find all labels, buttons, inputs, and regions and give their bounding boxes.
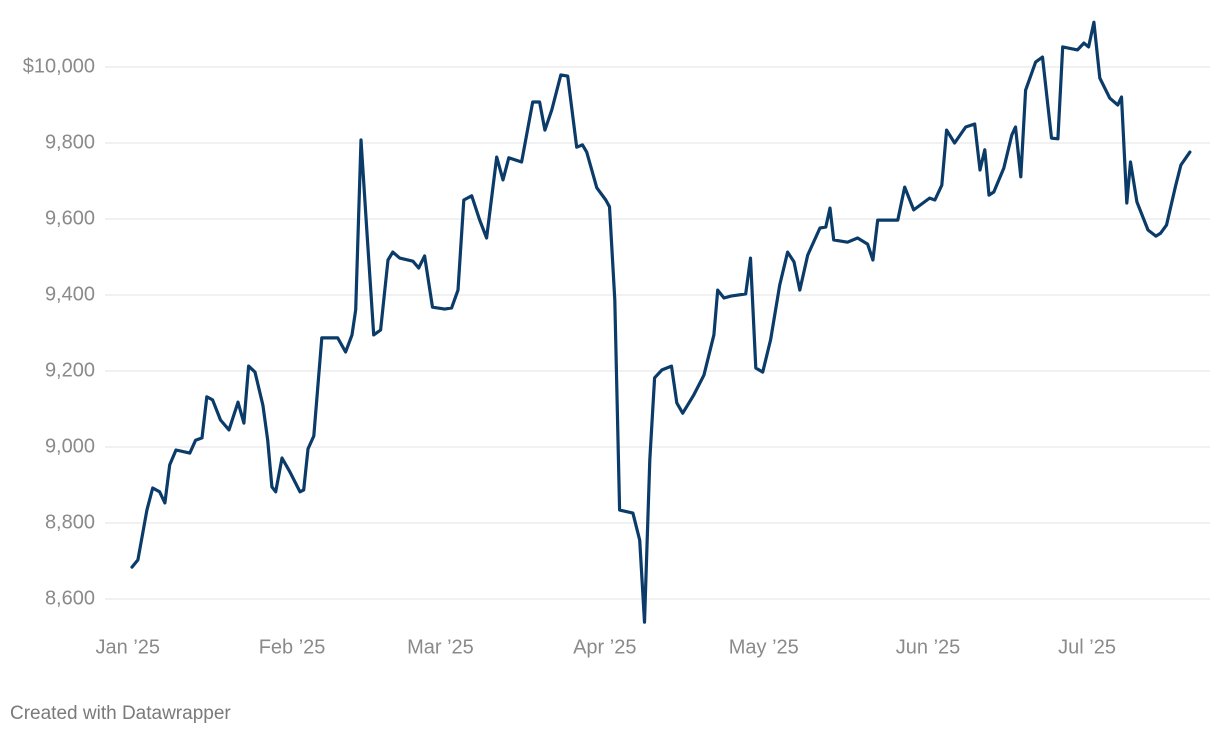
x-tick-label: May ’25: [729, 636, 799, 658]
price-line: [130, 20, 1192, 624]
y-tick-label: 9,000: [45, 435, 95, 457]
y-tick-label: 9,400: [45, 283, 95, 305]
source-note: Created with Datawrapper: [10, 703, 231, 724]
y-tick-label: 9,600: [45, 207, 95, 229]
y-tick-label: 8,800: [45, 511, 95, 533]
x-tick-label: Jul ’25: [1058, 636, 1116, 658]
x-tick-label: Mar ’25: [407, 636, 474, 658]
y-tick-label: $10,000: [23, 55, 95, 77]
x-tick-label: Apr ’25: [573, 636, 636, 658]
x-tick-label: Jun ’25: [896, 636, 961, 658]
y-tick-label: 9,200: [45, 359, 95, 381]
y-tick-label: 8,600: [45, 587, 95, 609]
x-tick-label: Feb ’25: [259, 636, 326, 658]
x-tick-label: Jan ’25: [96, 636, 161, 658]
y-tick-label: 9,800: [45, 131, 95, 153]
